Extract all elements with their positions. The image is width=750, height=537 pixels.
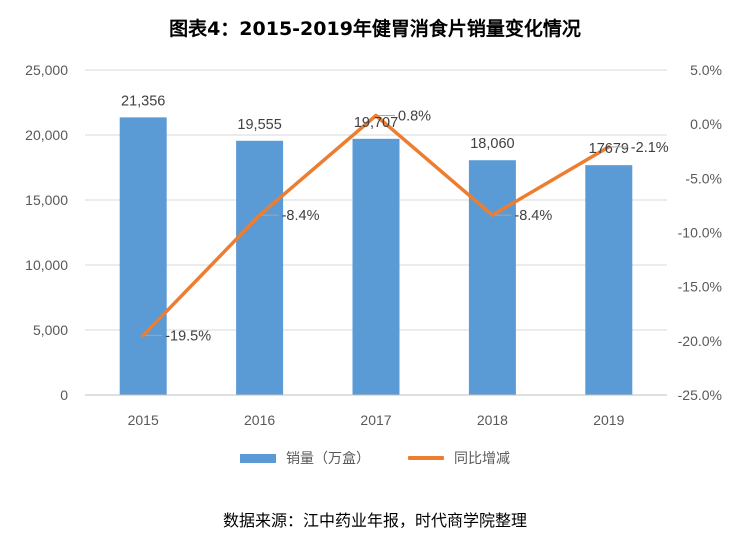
legend-swatch-line xyxy=(408,456,444,460)
y-left-tick-label: 20,000 xyxy=(25,127,68,143)
y-right-tick-label: -15.0% xyxy=(678,279,722,295)
y-right-tick-label: -25.0% xyxy=(678,387,722,403)
y-right-tick-label: 5.0% xyxy=(690,62,722,78)
legend-label-sales: 销量（万盒） xyxy=(286,451,370,467)
y-right-tick-label: -10.0% xyxy=(678,225,722,241)
yoy-value-label: 0.8% xyxy=(398,109,431,125)
yoy-value-label: -8.4% xyxy=(282,208,320,224)
x-tick-label: 2018 xyxy=(477,412,508,428)
label-layer: 21,356 19,555 19,707 18,060 17679 -19.5% -8.4%… xyxy=(121,93,669,344)
yoy-value-label: -2.1% xyxy=(631,140,669,156)
bar-layer xyxy=(119,117,633,395)
bar xyxy=(119,117,167,395)
legend-label-yoy: 同比增减 xyxy=(454,451,510,467)
y-left-tick-label: 15,000 xyxy=(25,192,68,208)
yoy-value-label: -8.4% xyxy=(514,208,552,224)
y-right-tick-label: 0.0% xyxy=(690,116,722,132)
axis-layer: 0 5,000 10,000 15,000 20,000 25,000 -25.0% -20.… xyxy=(25,62,722,428)
legend: 销量（万盒） 同比增减 xyxy=(0,448,750,468)
legend-item-yoy: 同比增减 xyxy=(408,448,510,468)
bar-value-label: 19,707 xyxy=(354,115,398,131)
x-tick-label: 2016 xyxy=(244,412,275,428)
yoy-value-label: -19.5% xyxy=(165,328,211,344)
bar xyxy=(236,140,284,395)
legend-item-sales: 销量（万盒） xyxy=(240,448,370,468)
x-tick-label: 2015 xyxy=(128,412,159,428)
bar xyxy=(585,165,633,395)
bar xyxy=(352,138,400,395)
line-layer xyxy=(141,113,611,338)
bar-value-label: 17679 xyxy=(589,141,629,157)
x-tick-label: 2017 xyxy=(360,412,391,428)
y-right-tick-label: -5.0% xyxy=(685,170,722,186)
bar-value-label: 19,555 xyxy=(237,117,281,133)
source-note: 数据来源：江中药业年报，时代商学院整理 xyxy=(222,511,527,530)
bar-value-label: 18,060 xyxy=(470,136,514,152)
bar xyxy=(468,160,516,395)
y-left-tick-label: 10,000 xyxy=(25,257,68,273)
y-right-tick-label: -20.0% xyxy=(678,333,722,349)
chart-title: 图表4：2015-2019年健胃消食片销量变化情况 xyxy=(169,18,581,40)
legend-swatch-bar xyxy=(240,453,276,463)
y-left-tick-label: 5,000 xyxy=(33,322,68,338)
x-tick-label: 2019 xyxy=(593,412,624,428)
y-left-tick-label: 25,000 xyxy=(25,62,68,78)
y-left-tick-label: 0 xyxy=(60,387,68,403)
bar-value-label: 21,356 xyxy=(121,93,165,109)
